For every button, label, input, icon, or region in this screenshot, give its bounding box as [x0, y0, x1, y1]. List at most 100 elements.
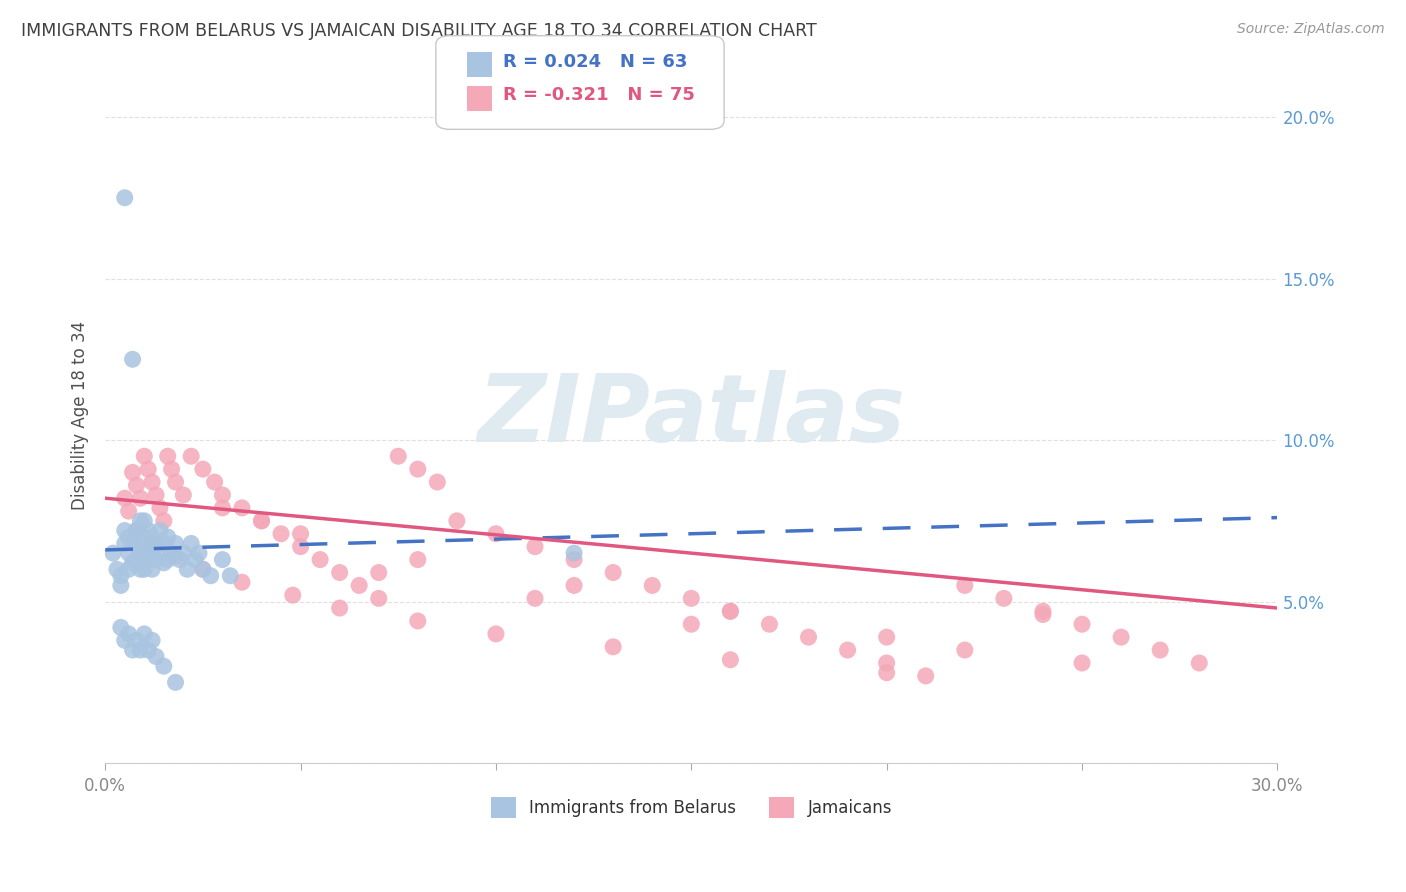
Point: [121, 556, 143, 570]
Point: [129, 562, 152, 576]
Point: [114, 536, 136, 550]
Point: [129, 643, 152, 657]
Point: [309, 552, 332, 566]
Point: [837, 643, 859, 657]
Point: [200, 568, 222, 582]
Point: [329, 566, 352, 580]
Legend: Immigrants from Belarus, Jamaicans: Immigrants from Belarus, Jamaicans: [484, 790, 898, 824]
Point: [367, 566, 389, 580]
Point: [110, 620, 132, 634]
Point: [160, 546, 183, 560]
Point: [153, 556, 176, 570]
Point: [129, 514, 152, 528]
Point: [718, 604, 741, 618]
Point: [188, 546, 211, 560]
Point: [125, 552, 148, 566]
Point: [134, 449, 156, 463]
Point: [641, 578, 664, 592]
Point: [270, 526, 292, 541]
Point: [953, 578, 976, 592]
Point: [172, 488, 194, 502]
Point: [141, 546, 163, 560]
Point: [136, 643, 159, 657]
Point: [281, 588, 304, 602]
Point: [110, 578, 132, 592]
Point: [125, 524, 148, 538]
Point: [211, 488, 233, 502]
Point: [129, 546, 152, 560]
Text: R = 0.024   N = 63: R = 0.024 N = 63: [503, 53, 688, 70]
Text: IMMIGRANTS FROM BELARUS VS JAMAICAN DISABILITY AGE 18 TO 34 CORRELATION CHART: IMMIGRANTS FROM BELARUS VS JAMAICAN DISA…: [21, 22, 817, 40]
Point: [145, 488, 167, 502]
Point: [121, 643, 143, 657]
Point: [118, 530, 141, 544]
Point: [149, 546, 172, 560]
Text: ZIPatlas: ZIPatlas: [477, 370, 905, 462]
Point: [446, 514, 468, 528]
Point: [134, 546, 156, 560]
Point: [485, 627, 508, 641]
Point: [153, 659, 176, 673]
Point: [121, 536, 143, 550]
Point: [105, 562, 128, 576]
Point: [145, 536, 167, 550]
Point: [184, 552, 207, 566]
Point: [562, 546, 585, 560]
Point: [121, 466, 143, 480]
Point: [121, 352, 143, 367]
Point: [406, 462, 429, 476]
Point: [141, 633, 163, 648]
Point: [953, 643, 976, 657]
Y-axis label: Disability Age 18 to 34: Disability Age 18 to 34: [72, 321, 89, 510]
Point: [1149, 643, 1171, 657]
Point: [145, 552, 167, 566]
Point: [136, 536, 159, 550]
Point: [219, 568, 242, 582]
Text: Source: ZipAtlas.com: Source: ZipAtlas.com: [1237, 22, 1385, 37]
Point: [1188, 656, 1211, 670]
Point: [165, 675, 187, 690]
Point: [125, 524, 148, 538]
Point: [191, 562, 214, 576]
Point: [141, 475, 163, 489]
Point: [180, 449, 202, 463]
Point: [145, 649, 167, 664]
Point: [231, 575, 253, 590]
Point: [231, 500, 253, 515]
Point: [114, 524, 136, 538]
Point: [290, 526, 312, 541]
Point: [524, 540, 547, 554]
Point: [134, 627, 156, 641]
Point: [165, 549, 187, 564]
Point: [176, 562, 198, 576]
Point: [134, 562, 156, 576]
Point: [125, 478, 148, 492]
Point: [141, 562, 163, 576]
Point: [681, 591, 703, 606]
Point: [211, 500, 233, 515]
Point: [118, 546, 141, 560]
Point: [149, 500, 172, 515]
Point: [1032, 607, 1054, 622]
Point: [524, 591, 547, 606]
Point: [180, 536, 202, 550]
Point: [153, 514, 176, 528]
Point: [406, 614, 429, 628]
Point: [347, 578, 370, 592]
Point: [681, 617, 703, 632]
Point: [387, 449, 409, 463]
Point: [876, 656, 898, 670]
Point: [156, 449, 179, 463]
Point: [250, 514, 273, 528]
Point: [329, 601, 352, 615]
Point: [1032, 604, 1054, 618]
Point: [562, 552, 585, 566]
Point: [118, 627, 141, 641]
Point: [149, 524, 172, 538]
Point: [101, 546, 124, 560]
Point: [426, 475, 449, 489]
Point: [118, 504, 141, 518]
Point: [602, 640, 624, 654]
Point: [718, 653, 741, 667]
Point: [156, 552, 179, 566]
